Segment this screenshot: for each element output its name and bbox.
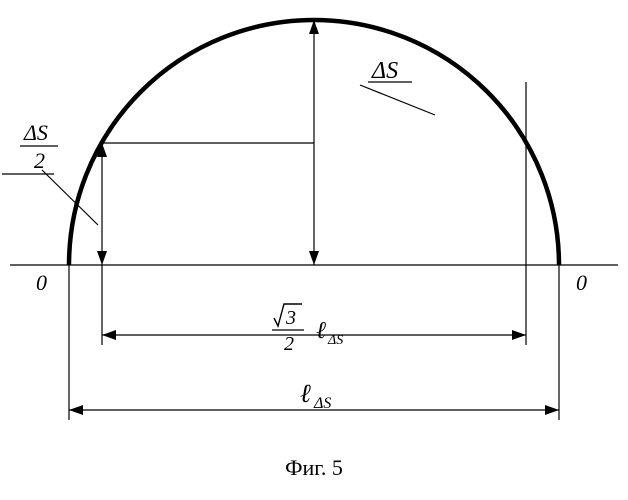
label-inner-den: 2 (284, 333, 294, 355)
label-sqrt-num: 3 (285, 307, 296, 329)
label-outer-ell: ℓ (300, 379, 311, 408)
label-half-delta-s-den: 2 (34, 148, 45, 173)
label-inner-sub: ΔS (327, 333, 343, 348)
zero-right: 0 (576, 270, 587, 295)
figure-caption: Фиг. 5 (285, 455, 343, 480)
label-delta-s: ΔS (371, 58, 398, 84)
label-half-delta-s-num: ΔS (23, 120, 48, 145)
label-inner-ell: ℓ (316, 318, 326, 344)
label-outer-sub: ΔS (313, 395, 331, 412)
figure-svg: ΔSΔS232ℓΔSℓΔS00Фиг. 5 (0, 0, 628, 500)
zero-left: 0 (36, 270, 47, 295)
